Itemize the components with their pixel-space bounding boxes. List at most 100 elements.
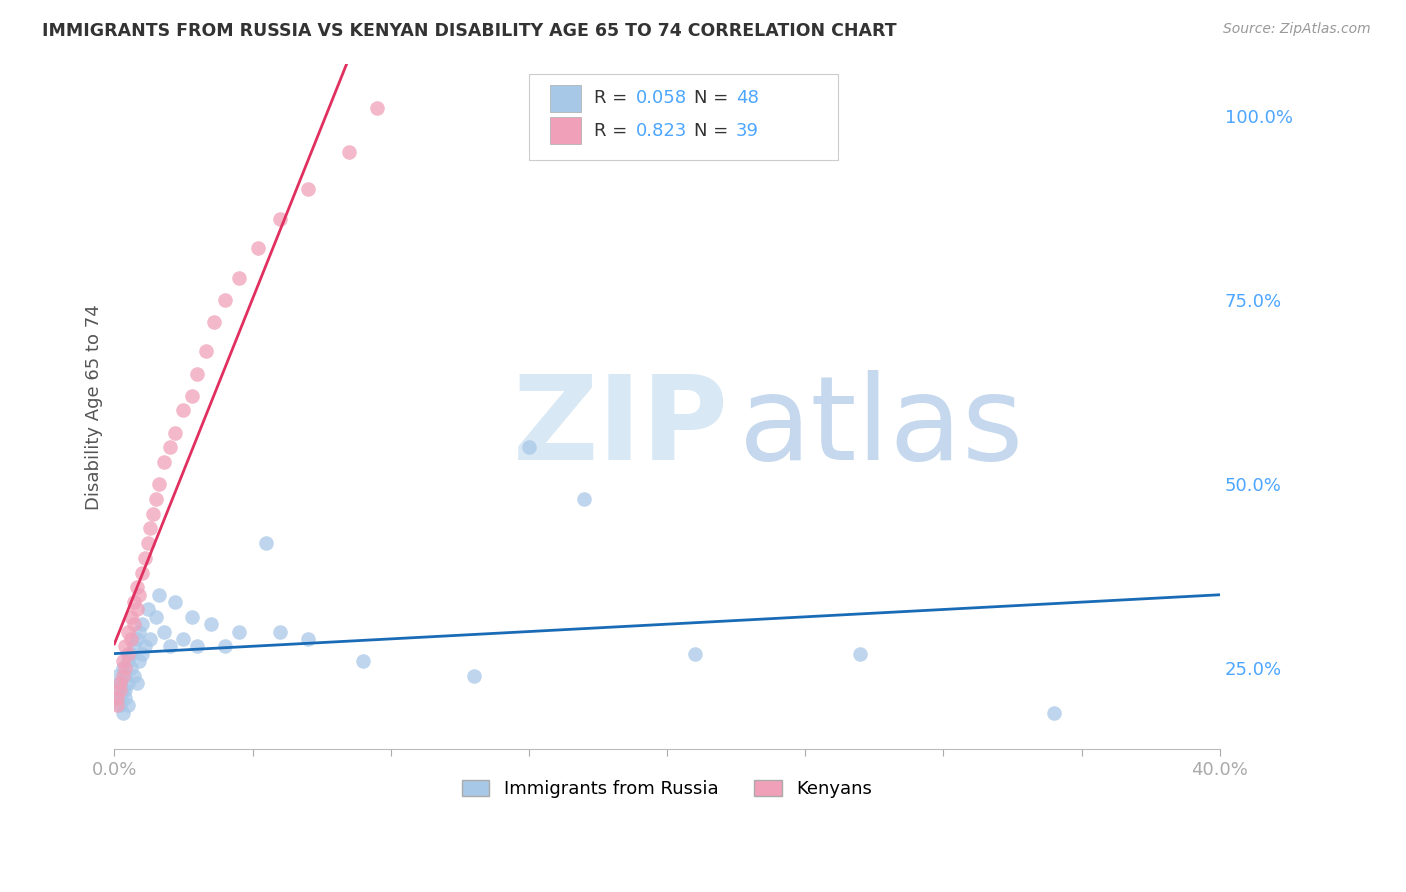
Text: IMMIGRANTS FROM RUSSIA VS KENYAN DISABILITY AGE 65 TO 74 CORRELATION CHART: IMMIGRANTS FROM RUSSIA VS KENYAN DISABIL… bbox=[42, 22, 897, 40]
Point bbox=[849, 647, 872, 661]
Text: R =: R = bbox=[595, 121, 633, 139]
Point bbox=[148, 477, 170, 491]
Point bbox=[228, 624, 250, 639]
Text: 0.823: 0.823 bbox=[636, 121, 688, 139]
Point bbox=[269, 624, 291, 639]
Text: N =: N = bbox=[693, 89, 734, 107]
Text: ZIP: ZIP bbox=[512, 370, 728, 484]
Point bbox=[122, 669, 145, 683]
Point bbox=[108, 676, 131, 690]
Point bbox=[120, 661, 142, 675]
Point bbox=[108, 690, 131, 705]
Point bbox=[254, 536, 277, 550]
FancyBboxPatch shape bbox=[550, 117, 581, 145]
Point bbox=[136, 602, 159, 616]
Point bbox=[159, 440, 181, 454]
Point bbox=[131, 617, 153, 632]
Point bbox=[131, 566, 153, 580]
Point bbox=[180, 609, 202, 624]
Point bbox=[122, 617, 145, 632]
Point bbox=[117, 676, 139, 690]
Point bbox=[517, 440, 540, 454]
Point bbox=[165, 595, 187, 609]
Point bbox=[114, 690, 136, 705]
Point bbox=[463, 669, 485, 683]
Point bbox=[114, 669, 136, 683]
Point bbox=[142, 507, 165, 521]
Point bbox=[108, 698, 131, 713]
Point bbox=[148, 588, 170, 602]
Point bbox=[111, 683, 134, 698]
Point bbox=[153, 624, 176, 639]
Point bbox=[337, 145, 360, 160]
Point bbox=[120, 609, 142, 624]
Point bbox=[134, 550, 156, 565]
Point bbox=[202, 315, 225, 329]
Point bbox=[214, 293, 236, 307]
Point bbox=[269, 211, 291, 226]
Point bbox=[114, 639, 136, 653]
Point bbox=[125, 602, 148, 616]
Text: 0.058: 0.058 bbox=[636, 89, 688, 107]
Point bbox=[125, 676, 148, 690]
Point bbox=[173, 403, 195, 417]
Point bbox=[136, 536, 159, 550]
Point bbox=[297, 632, 319, 646]
Text: R =: R = bbox=[595, 89, 633, 107]
Point bbox=[572, 491, 595, 506]
Point bbox=[297, 182, 319, 196]
Point bbox=[247, 241, 270, 255]
Point bbox=[128, 624, 150, 639]
Point bbox=[128, 654, 150, 668]
Point bbox=[111, 669, 134, 683]
Point bbox=[105, 669, 128, 683]
Point bbox=[108, 676, 131, 690]
Point bbox=[108, 683, 131, 698]
Point bbox=[145, 491, 167, 506]
Point bbox=[139, 632, 162, 646]
Point bbox=[139, 521, 162, 535]
Point bbox=[125, 580, 148, 594]
Point bbox=[145, 609, 167, 624]
Text: 48: 48 bbox=[735, 89, 758, 107]
Point bbox=[117, 647, 139, 661]
Point bbox=[111, 661, 134, 675]
Text: N =: N = bbox=[693, 121, 734, 139]
Point bbox=[125, 632, 148, 646]
Point bbox=[114, 683, 136, 698]
Point bbox=[128, 588, 150, 602]
Point bbox=[228, 270, 250, 285]
Point bbox=[352, 654, 374, 668]
Legend: Immigrants from Russia, Kenyans: Immigrants from Russia, Kenyans bbox=[456, 772, 879, 805]
Point bbox=[114, 661, 136, 675]
Point bbox=[683, 647, 706, 661]
Point bbox=[134, 639, 156, 653]
Point bbox=[186, 639, 208, 653]
Point bbox=[165, 425, 187, 440]
Point bbox=[194, 344, 217, 359]
Point bbox=[153, 455, 176, 469]
Point bbox=[173, 632, 195, 646]
Text: 39: 39 bbox=[735, 121, 759, 139]
Point bbox=[122, 595, 145, 609]
Point bbox=[200, 617, 222, 632]
Point bbox=[131, 647, 153, 661]
Point bbox=[120, 632, 142, 646]
Point bbox=[105, 683, 128, 698]
Y-axis label: Disability Age 65 to 74: Disability Age 65 to 74 bbox=[86, 304, 103, 509]
Point bbox=[111, 706, 134, 720]
Point bbox=[366, 101, 388, 115]
Point bbox=[120, 647, 142, 661]
Point bbox=[105, 690, 128, 705]
Point bbox=[105, 698, 128, 713]
FancyBboxPatch shape bbox=[529, 74, 838, 160]
Point bbox=[117, 698, 139, 713]
Point bbox=[214, 639, 236, 653]
Point bbox=[186, 367, 208, 381]
Text: atlas: atlas bbox=[740, 370, 1025, 484]
Point bbox=[159, 639, 181, 653]
Text: Source: ZipAtlas.com: Source: ZipAtlas.com bbox=[1223, 22, 1371, 37]
Point bbox=[180, 389, 202, 403]
Point bbox=[122, 639, 145, 653]
Point bbox=[1043, 706, 1066, 720]
